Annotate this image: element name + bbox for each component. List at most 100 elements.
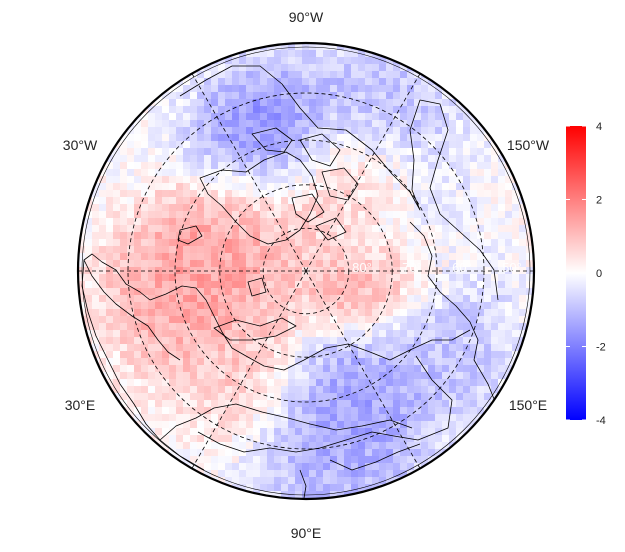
anomaly-cell [323, 456, 331, 464]
anomaly-cell [288, 183, 296, 191]
anomaly-cell [106, 253, 114, 261]
anomaly-cell [323, 274, 331, 282]
anomaly-cell [323, 470, 331, 478]
anomaly-cell [428, 176, 436, 184]
anomaly-cell [470, 372, 478, 380]
anomaly-cell [372, 400, 380, 408]
anomaly-cell [372, 85, 380, 93]
anomaly-cell [316, 449, 324, 457]
anomaly-cell [281, 127, 289, 135]
anomaly-cell [190, 225, 198, 233]
anomaly-cell [218, 288, 226, 296]
anomaly-cell [330, 211, 338, 219]
anomaly-cell [428, 211, 436, 219]
anomaly-cell [274, 498, 282, 499]
anomaly-cell [358, 204, 366, 212]
coastline-russia-interior [197, 355, 453, 453]
anomaly-cell [141, 288, 149, 296]
anomaly-cell [239, 50, 247, 58]
anomaly-cell [113, 274, 121, 282]
anomaly-cell [316, 190, 324, 198]
anomaly-cell [309, 386, 317, 394]
anomaly-cell [92, 302, 100, 310]
anomaly-cell [267, 358, 275, 366]
anomaly-cell [120, 190, 128, 198]
anomaly-cell [211, 365, 219, 373]
anomaly-cell [309, 148, 317, 156]
anomaly-cell [190, 239, 198, 247]
anomaly-cell [267, 379, 275, 387]
anomaly-cell [253, 239, 261, 247]
anomaly-cell [309, 50, 317, 58]
anomaly-cell [484, 225, 492, 233]
anomaly-cell [183, 183, 191, 191]
anomaly-cell [204, 155, 212, 163]
anomaly-cell [141, 120, 149, 128]
anomaly-cell [113, 211, 121, 219]
anomaly-cell [372, 225, 380, 233]
anomaly-cell [232, 169, 240, 177]
anomaly-cell [302, 463, 310, 471]
anomaly-cell [414, 414, 422, 422]
anomaly-cell [176, 393, 184, 401]
anomaly-cell [225, 414, 233, 422]
anomaly-cell [246, 218, 254, 226]
anomaly-cell [127, 218, 135, 226]
anomaly-cell [211, 127, 219, 135]
anomaly-cell [414, 176, 422, 184]
anomaly-cell [463, 351, 471, 359]
anomaly-cell [148, 288, 156, 296]
anomaly-cell [316, 477, 324, 485]
anomaly-cell [400, 470, 408, 478]
anomaly-field [78, 43, 534, 499]
anomaly-cell [484, 134, 492, 142]
anomaly-cell [505, 302, 513, 310]
anomaly-cell [239, 246, 247, 254]
anomaly-cell [442, 281, 450, 289]
lon-label-90e: 90°E [291, 525, 322, 541]
anomaly-cell [414, 442, 422, 450]
anomaly-cell [218, 85, 226, 93]
anomaly-cell [113, 190, 121, 198]
anomaly-cell [211, 183, 219, 191]
anomaly-cell [421, 232, 429, 240]
anomaly-cell [260, 386, 268, 394]
anomaly-cell [295, 456, 303, 464]
anomaly-cell [281, 435, 289, 443]
anomaly-cell [484, 302, 492, 310]
anomaly-cell [162, 288, 170, 296]
anomaly-cell [372, 449, 380, 457]
map-border [76, 41, 536, 501]
anomaly-cell [239, 470, 247, 478]
anomaly-cell [148, 253, 156, 261]
anomaly-cell [183, 393, 191, 401]
anomaly-cell [134, 211, 142, 219]
anomaly-cell [197, 414, 205, 422]
anomaly-cell [274, 239, 282, 247]
anomaly-cell [134, 330, 142, 338]
anomaly-cell [435, 232, 443, 240]
anomaly-cell [288, 190, 296, 198]
anomaly-cell [183, 246, 191, 254]
anomaly-cell [176, 246, 184, 254]
anomaly-cell [491, 218, 499, 226]
anomaly-cell [113, 260, 121, 268]
anomaly-cell [330, 274, 338, 282]
anomaly-cell [211, 463, 219, 471]
anomaly-cell [169, 295, 177, 303]
anomaly-cell [393, 414, 401, 422]
anomaly-cell [393, 148, 401, 156]
anomaly-cell [169, 379, 177, 387]
anomaly-cell [477, 281, 485, 289]
anomaly-cell [372, 470, 380, 478]
anomaly-cell [309, 267, 317, 275]
anomaly-cell [400, 211, 408, 219]
anomaly-cell [211, 232, 219, 240]
anomaly-cell [316, 274, 324, 282]
anomaly-cell [253, 344, 261, 352]
anomaly-cell [246, 64, 254, 72]
anomaly-cell [302, 183, 310, 191]
anomaly-cell [470, 316, 478, 324]
anomaly-cell [218, 470, 226, 478]
anomaly-cell [484, 281, 492, 289]
